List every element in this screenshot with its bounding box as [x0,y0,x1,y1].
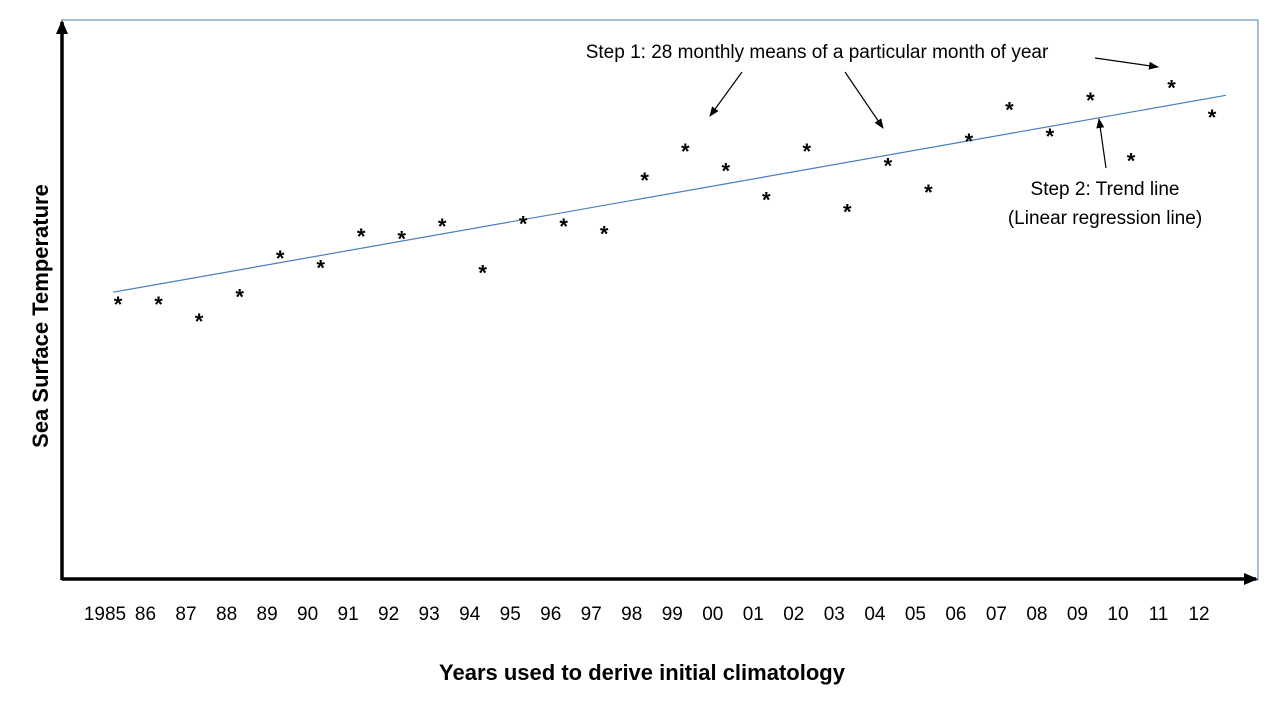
x-tick-label: 86 [135,604,156,625]
data-point: * [235,285,244,310]
step2-arrow [1096,118,1107,169]
step1-arrow-3 [1094,57,1159,70]
data-point: * [640,168,649,193]
trend-line [112,94,1227,293]
x-tick-label: 02 [783,604,804,625]
x-tick-label: 01 [743,604,764,625]
x-tick-label: 89 [257,604,278,625]
data-point: * [1046,124,1055,149]
x-tick-label: 08 [1026,604,1047,625]
x-tick-label: 04 [864,604,886,625]
x-tick-label: 06 [945,604,966,625]
data-point: * [803,139,812,164]
data-point: * [965,129,974,154]
x-axis-title: Years used to derive initial climatology [439,660,846,685]
x-tick-label: 09 [1067,604,1088,625]
x-tick-label: 95 [500,604,521,625]
data-point: * [1167,76,1176,101]
data-point: * [154,292,163,317]
data-point: * [519,212,528,237]
x-tick-label: 05 [905,604,926,625]
data-point: * [357,224,366,249]
step1-annotation: Step 1: 28 monthly means of a particular… [586,42,1049,63]
step2-annotation-line1: Step 2: Trend line [1031,179,1180,200]
x-tick-label: 92 [378,604,399,625]
x-tick-label: 1985 [84,604,126,625]
x-tick-label: 94 [459,604,481,625]
x-tick-label: 88 [216,604,237,625]
data-point: * [114,292,123,317]
step1-arrow-2 [844,71,884,129]
data-point: * [1208,105,1217,130]
data-point: * [600,221,609,246]
data-point: * [559,214,568,239]
step2-annotation-line2: (Linear regression line) [1008,208,1202,229]
data-point: * [762,187,771,212]
data-point: * [884,153,893,178]
x-tick-label: 91 [338,604,359,625]
x-tick-label: 12 [1188,604,1209,625]
data-point: * [397,226,406,251]
y-axis-title: Sea Surface Temperature [28,184,53,448]
x-tick-label: 97 [581,604,602,625]
x-tick-label: 90 [297,604,318,625]
data-point: * [195,309,204,334]
data-point: * [1005,98,1014,123]
x-tick-label: 96 [540,604,561,625]
step1-arrow-1 [709,71,743,117]
x-tick-label: 07 [986,604,1007,625]
data-point: * [681,139,690,164]
x-tick-label: 11 [1149,604,1169,625]
x-tick-label: 99 [662,604,683,625]
x-tick-label: 98 [621,604,642,625]
x-tick-label: 10 [1107,604,1128,625]
data-point: * [1086,88,1095,113]
data-point: * [722,158,731,183]
x-tick-label: 03 [824,604,845,625]
data-point: * [1127,149,1136,174]
data-point: * [276,246,285,271]
data-point: * [924,180,933,205]
x-tick-label: 87 [175,604,196,625]
data-point: * [438,214,447,239]
x-tick-label: 00 [702,604,723,625]
data-point: * [843,200,852,225]
data-point: * [316,256,325,281]
data-point: * [478,260,487,285]
x-tick-label: 93 [419,604,440,625]
